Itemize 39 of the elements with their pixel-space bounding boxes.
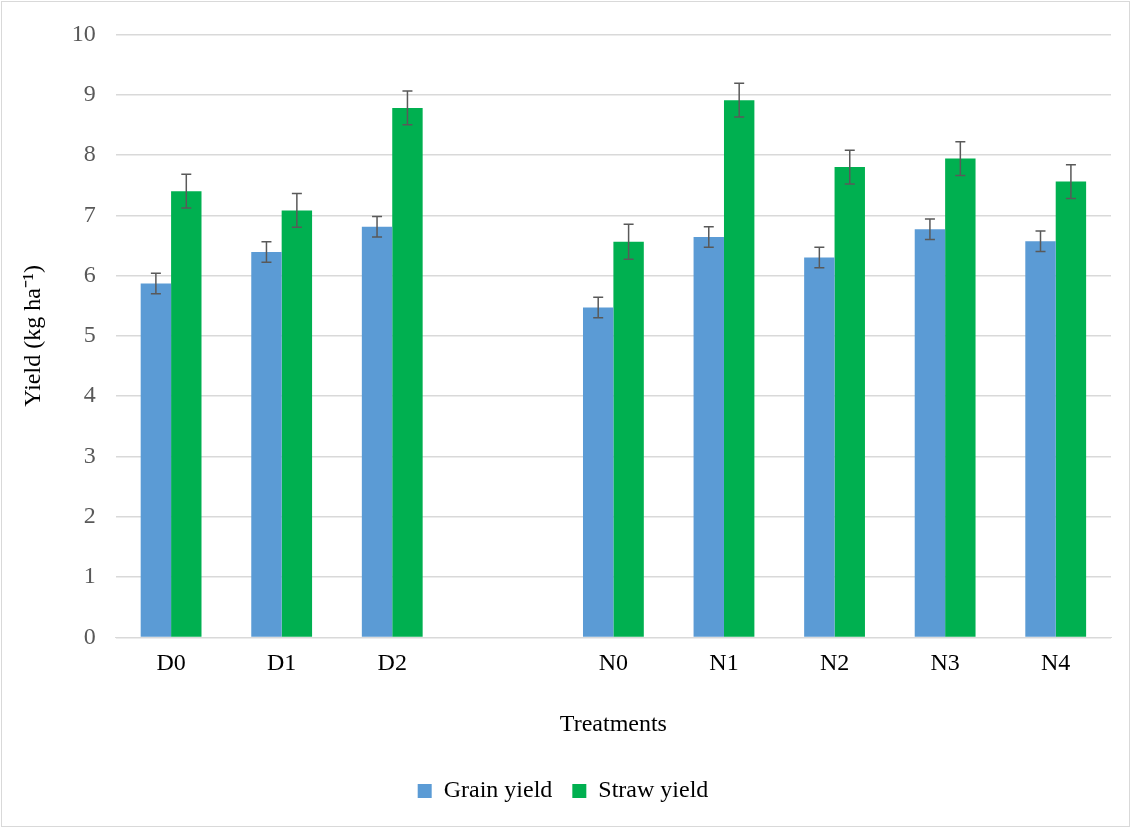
bar (834, 167, 865, 637)
bar (171, 191, 202, 637)
bar (1055, 181, 1087, 637)
bar (281, 210, 313, 637)
x-axis-title: Treatments (559, 709, 667, 736)
y-tick-label: 4 (83, 381, 96, 408)
bar (361, 226, 393, 637)
y-tick-label: 0 (83, 622, 96, 649)
legend-label: Straw yield (598, 776, 709, 803)
y-tick-label: 8 (83, 140, 96, 167)
x-tick-label: N4 (1041, 649, 1071, 676)
x-tick-label: D2 (377, 649, 407, 676)
bar (1025, 241, 1056, 637)
bar (582, 307, 614, 637)
y-tick-label: 1 (83, 562, 96, 589)
y-tick-label: 2 (83, 502, 96, 529)
x-tick-label: N1 (709, 649, 739, 676)
bar (723, 100, 755, 637)
bar (251, 252, 282, 637)
x-tick-label: D0 (156, 649, 186, 676)
y-tick-label: 10 (71, 19, 96, 46)
x-tick-label: N2 (819, 649, 850, 676)
legend-label: Grain yield (443, 776, 553, 803)
bar (914, 229, 946, 637)
y-axis-title: Yield (kg ha⁻¹) (18, 264, 45, 407)
y-tick-label: 9 (83, 80, 96, 106)
bar (140, 283, 172, 637)
y-tick-label: 3 (83, 441, 96, 468)
bar (945, 158, 976, 637)
x-tick-label: D1 (266, 649, 297, 676)
y-tick-label: 7 (83, 200, 96, 227)
y-tick-label: 6 (83, 260, 96, 287)
x-tick-label: N3 (930, 649, 960, 676)
bar (804, 257, 835, 637)
bar (693, 237, 724, 637)
y-tick-label: 5 (83, 321, 96, 348)
bar (613, 241, 644, 637)
x-tick-label: N0 (598, 649, 629, 676)
bar (392, 107, 423, 637)
